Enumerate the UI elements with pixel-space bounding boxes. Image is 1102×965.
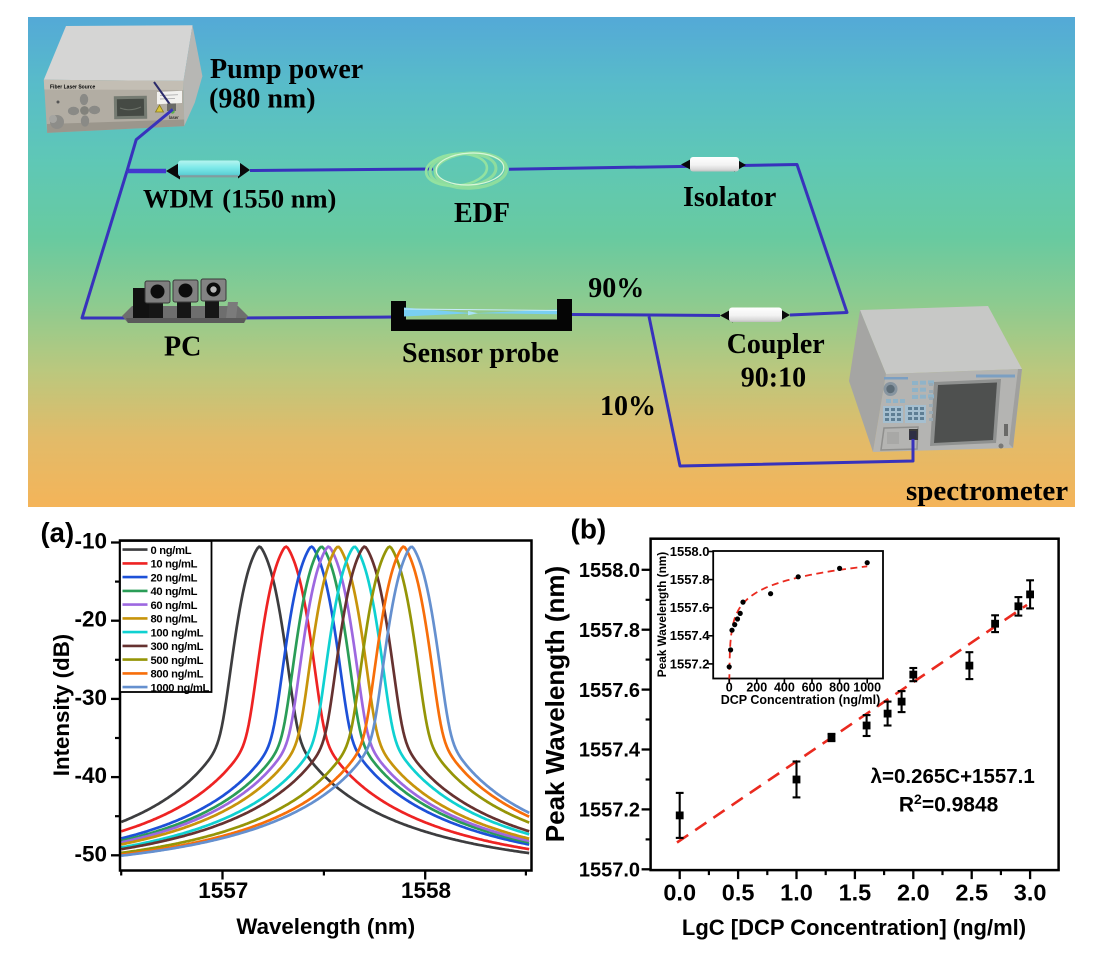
svg-text:laser: laser <box>169 115 179 120</box>
svg-text:3.0: 3.0 <box>1014 880 1047 906</box>
svg-text:(980 nm): (980 nm) <box>209 84 316 115</box>
svg-text:-20: -20 <box>74 607 107 632</box>
svg-text:Fiber Laser Source: Fiber Laser Source <box>50 85 96 91</box>
svg-text:DCP Concentration (ng/ml): DCP Concentration (ng/ml) <box>721 693 881 707</box>
svg-text:WDM (1550 nm): WDM (1550 nm) <box>143 184 336 214</box>
svg-text:1557.6: 1557.6 <box>579 680 640 702</box>
svg-text:200: 200 <box>746 680 767 694</box>
svg-text:1557.2: 1557.2 <box>579 800 640 822</box>
svg-text:Peak Wavelength (nm): Peak Wavelength (nm) <box>655 552 669 677</box>
svg-text:80 ng/mL: 80 ng/mL <box>151 614 198 626</box>
svg-text:90:10: 90:10 <box>741 363 806 394</box>
svg-text:PC: PC <box>164 332 201 363</box>
svg-text:1557.6: 1557.6 <box>670 600 710 615</box>
svg-text:EDF: EDF <box>454 198 510 229</box>
svg-text:800 ng/mL: 800 ng/mL <box>151 669 204 681</box>
svg-text:(a): (a) <box>41 517 75 548</box>
svg-text:LgC [DCP Concentration] (ng/ml: LgC [DCP Concentration] (ng/ml) <box>682 915 1026 940</box>
svg-text:-40: -40 <box>74 763 107 788</box>
svg-text:1557: 1557 <box>198 878 248 903</box>
svg-text:600: 600 <box>802 680 823 694</box>
svg-text:1558.0: 1558.0 <box>579 560 640 582</box>
svg-text:10%: 10% <box>600 391 656 422</box>
svg-text:Coupler: Coupler <box>727 329 825 360</box>
svg-text:Sensor probe: Sensor probe <box>402 338 559 369</box>
svg-text:1557.8: 1557.8 <box>670 572 710 587</box>
svg-text:0 ng/mL: 0 ng/mL <box>151 545 192 557</box>
svg-text:40 ng/mL: 40 ng/mL <box>151 586 198 598</box>
svg-text:2.5: 2.5 <box>955 880 988 906</box>
svg-text:0.0: 0.0 <box>663 880 696 906</box>
svg-text:800: 800 <box>829 680 850 694</box>
svg-text:Isolator: Isolator <box>683 182 776 213</box>
svg-text:500 ng/mL: 500 ng/mL <box>151 655 204 667</box>
svg-text:0.5: 0.5 <box>722 880 755 906</box>
svg-text:90%: 90% <box>588 273 644 304</box>
svg-text:-10: -10 <box>74 529 107 554</box>
svg-text:R2=0.9848: R2=0.9848 <box>899 791 999 817</box>
svg-text:1000 ng/mL: 1000 ng/mL <box>151 682 210 694</box>
svg-text:-50: -50 <box>74 841 107 866</box>
svg-text:400: 400 <box>774 680 795 694</box>
svg-text:(b): (b) <box>571 514 607 545</box>
svg-text:0: 0 <box>726 680 733 694</box>
svg-text:300 ng/mL: 300 ng/mL <box>151 641 204 653</box>
svg-text:1557.4: 1557.4 <box>670 628 711 643</box>
svg-text:1558: 1558 <box>401 878 451 903</box>
svg-text:1558.0: 1558.0 <box>670 544 710 559</box>
svg-text:Pump power: Pump power <box>210 54 363 85</box>
svg-text:1557.2: 1557.2 <box>670 656 710 671</box>
svg-text:1557.4: 1557.4 <box>579 740 641 762</box>
svg-text:2.0: 2.0 <box>897 880 930 906</box>
svg-text:Wavelength (nm): Wavelength (nm) <box>236 914 415 939</box>
svg-text:20 ng/mL: 20 ng/mL <box>151 572 198 584</box>
svg-text:1557.8: 1557.8 <box>579 620 640 642</box>
svg-text:Intensity (dB): Intensity (dB) <box>49 634 74 776</box>
svg-text:10 ng/mL: 10 ng/mL <box>151 559 198 571</box>
svg-text:λ=0.265C+1557.1: λ=0.265C+1557.1 <box>871 765 1035 788</box>
svg-text:1000: 1000 <box>853 680 881 694</box>
svg-text:-30: -30 <box>74 685 107 710</box>
svg-text:Peak Wavelength (nm): Peak Wavelength (nm) <box>540 566 570 842</box>
svg-text:100 ng/mL: 100 ng/mL <box>151 627 204 639</box>
svg-text:1557.0: 1557.0 <box>579 860 640 882</box>
svg-text:1.0: 1.0 <box>780 880 813 906</box>
svg-text:1.5: 1.5 <box>839 880 872 906</box>
svg-text:spectrometer: spectrometer <box>906 475 1068 507</box>
svg-text:60 ng/mL: 60 ng/mL <box>151 600 198 612</box>
